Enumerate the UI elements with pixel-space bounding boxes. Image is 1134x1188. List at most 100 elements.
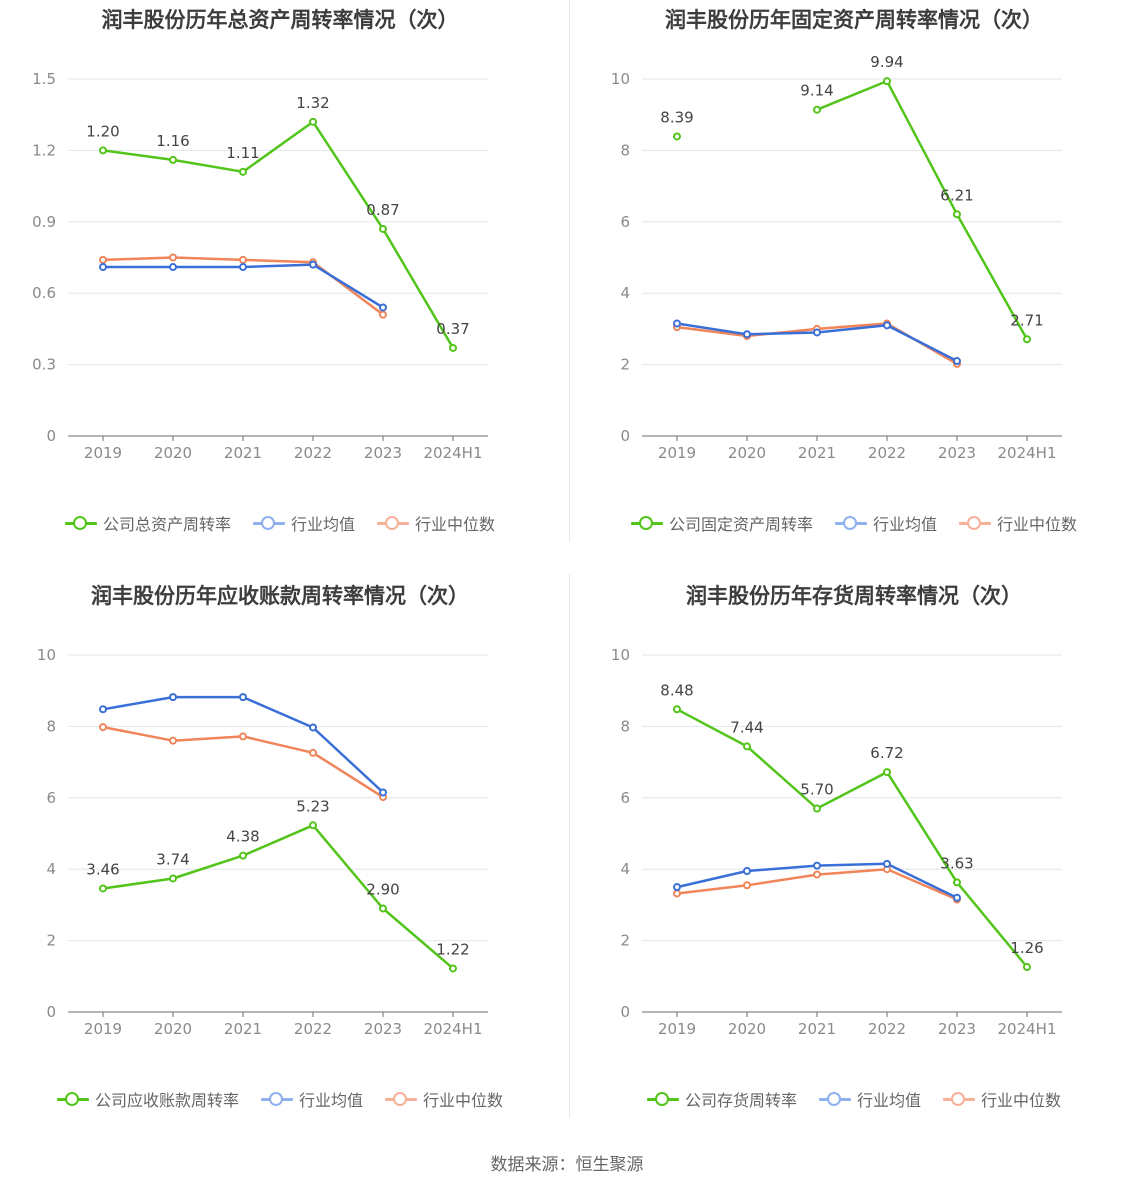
y-tick-label: 8: [620, 717, 630, 735]
data-label: 1.16: [156, 132, 189, 150]
chart-total-assets-turnover: 0 0.3 0.6 0.9 1.2 1.5 2019 2020 2021 2022 2023 2024…: [32, 70, 488, 462]
legend-company-marker-icon: [630, 516, 663, 530]
data-point: [309, 723, 317, 732]
data-label: 6.72: [870, 744, 903, 762]
data-point: [883, 859, 891, 868]
x-tick-label: 2022: [868, 444, 906, 462]
legend-item-avg[interactable]: 行业均值: [818, 1087, 921, 1111]
y-tick-label: 8: [46, 717, 56, 735]
chart-panel-fixed-assets: 润丰股份历年固定资产周转率情况（次） 0 2 4 6 8 10 2019 2020 2021 20…: [574, 0, 1134, 560]
data-point: [743, 881, 751, 890]
x-tick-label: 2019: [84, 1020, 122, 1038]
industry-median-series: [673, 865, 961, 904]
y-tick-label: 6: [620, 789, 630, 807]
legend: 公司存货周转率 行业均值 行业中位数: [574, 1087, 1134, 1111]
x-tick-label: 2021: [798, 444, 836, 462]
data-point: [309, 117, 317, 126]
data-point: [743, 330, 751, 339]
x-tick-label: 2022: [294, 444, 332, 462]
legend-item-company[interactable]: 公司应收账款周转率: [56, 1087, 239, 1111]
data-point: [813, 804, 821, 813]
x-tick-label: 2021: [798, 1020, 836, 1038]
data-point: [239, 263, 247, 272]
legend-avg-marker-icon: [818, 1092, 851, 1106]
y-tick-label: 0: [620, 427, 630, 445]
company-series: 8.39 9.14 9.94 6.21 2.71: [660, 53, 1044, 344]
data-point: [239, 851, 247, 860]
data-point: [169, 874, 177, 883]
legend-item-median[interactable]: 行业中位数: [385, 1087, 503, 1111]
legend: 公司总资产周转率 行业均值 行业中位数: [0, 511, 560, 535]
x-tick-label: 2024H1: [424, 1020, 483, 1038]
legend-label: 公司总资产周转率: [102, 515, 231, 534]
data-label: 4.38: [226, 828, 259, 846]
legend-item-median[interactable]: 行业中位数: [943, 1087, 1061, 1111]
y-tick-label: 10: [611, 646, 630, 664]
legend-item-company[interactable]: 公司总资产周转率: [64, 511, 231, 535]
data-point: [169, 155, 177, 164]
data-label: 6.21: [940, 186, 973, 204]
legend-avg-marker-icon: [834, 516, 867, 530]
data-point: [953, 357, 961, 366]
legend-item-avg[interactable]: 行业均值: [834, 511, 937, 535]
chart-inventory-turnover: 0 2 4 6 8 10 2019 2020 2021 2022 2023 2024H1 8.48 7.4…: [611, 646, 1062, 1038]
data-point: [379, 904, 387, 913]
y-tick-label: 0: [46, 427, 56, 445]
legend-item-median[interactable]: 行业中位数: [377, 511, 495, 535]
data-point: [953, 893, 961, 902]
data-point: [99, 146, 107, 155]
series-line: [102, 824, 454, 970]
chart-panel-receivables: 润丰股份历年应收账款周转率情况（次） 0 2 4 6 8 10 2019 2020 2021 20…: [0, 576, 560, 1136]
data-point: [1023, 963, 1031, 972]
data-point: [169, 736, 177, 745]
legend-item-avg[interactable]: 行业均值: [252, 511, 355, 535]
data-point: [239, 732, 247, 741]
y-tick-label: 2: [46, 932, 56, 950]
legend-label: 公司存货周转率: [684, 1091, 797, 1110]
data-point: [309, 748, 317, 757]
legend-label: 公司应收账款周转率: [94, 1091, 239, 1110]
data-label: 5.23: [296, 797, 329, 815]
data-point: [673, 889, 681, 898]
legend-label: 行业中位数: [415, 515, 496, 534]
data-label: 1.11: [226, 144, 259, 162]
data-point: [99, 705, 107, 714]
data-point: [883, 768, 891, 777]
legend-median-marker-icon: [385, 1092, 417, 1106]
industry-average-series: [673, 859, 961, 902]
y-tick-label: 10: [37, 646, 56, 664]
y-tick-label: 0.3: [32, 356, 56, 374]
y-tick-label: 4: [620, 284, 630, 302]
industry-median-series: [99, 723, 387, 802]
data-point: [673, 319, 681, 328]
data-label: 1.32: [296, 94, 329, 112]
x-tick-label: 2021: [224, 444, 262, 462]
data-label: 0.87: [366, 201, 399, 219]
data-point: [449, 343, 457, 352]
y-tick-label: 1.5: [32, 70, 56, 88]
x-tick-label: 2023: [938, 444, 976, 462]
legend-item-avg[interactable]: 行业均值: [260, 1087, 363, 1111]
legend-label: 行业均值: [298, 1091, 363, 1110]
data-point: [883, 77, 891, 86]
legend-item-company[interactable]: 公司固定资产周转率: [630, 511, 813, 535]
legend-label: 行业均值: [872, 515, 937, 534]
data-point: [169, 253, 177, 262]
data-point: [1023, 335, 1031, 344]
panel-divider: [569, 0, 570, 542]
legend-avg-marker-icon: [252, 516, 285, 530]
x-tick-label: 2023: [364, 444, 402, 462]
legend-company-marker-icon: [56, 1092, 89, 1106]
y-tick-label: 0: [620, 1003, 630, 1021]
data-point: [953, 210, 961, 219]
legend-label: 行业均值: [290, 515, 355, 534]
legend-item-median[interactable]: 行业中位数: [959, 511, 1077, 535]
legend-item-company[interactable]: 公司存货周转率: [646, 1087, 797, 1111]
x-tick-label: 2019: [658, 444, 696, 462]
data-label: 2.71: [1010, 311, 1043, 329]
legend-avg-marker-icon: [260, 1092, 293, 1106]
data-point: [673, 883, 681, 892]
data-point: [99, 255, 107, 264]
y-tick-label: 2: [620, 932, 630, 950]
data-point: [309, 260, 317, 269]
